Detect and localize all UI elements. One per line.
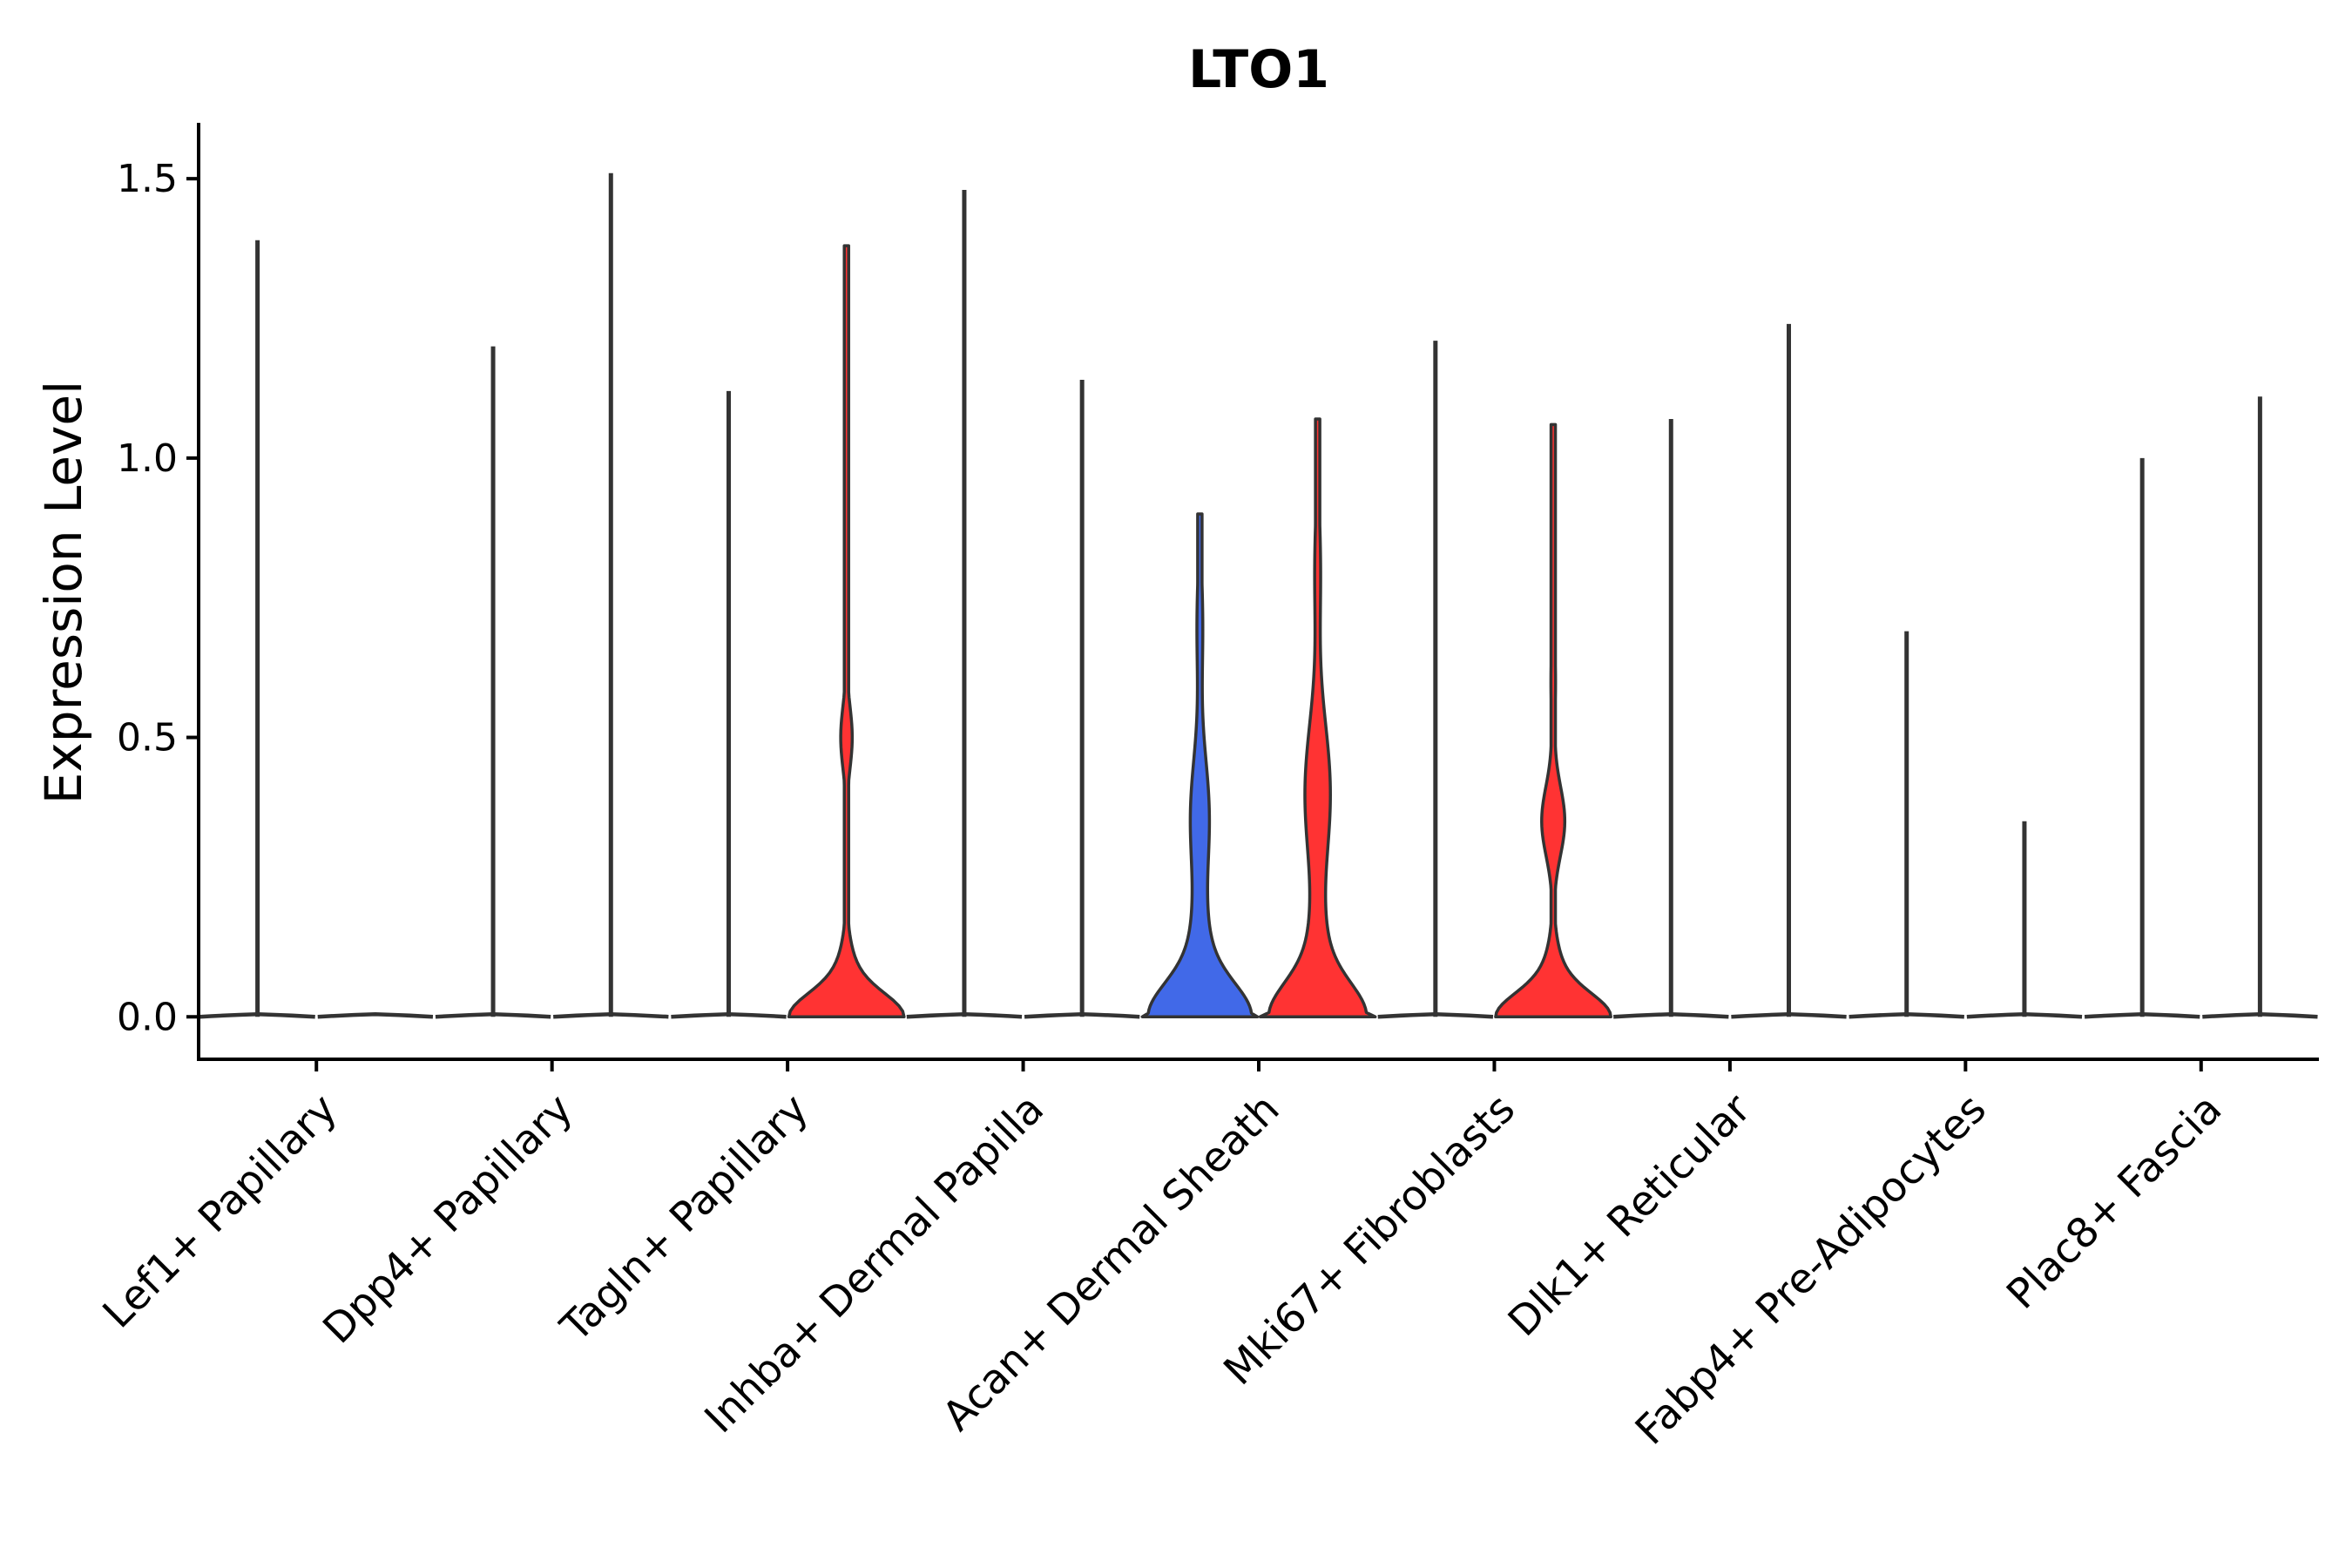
category-label: Lef1+ Papillary: [94, 1085, 347, 1338]
violin-flat: [1731, 1011, 1847, 1019]
y-tick-label: 1.5: [117, 157, 178, 201]
violin-flat: [317, 1011, 434, 1019]
category-label: Tagln+ Papillary: [551, 1085, 818, 1352]
violin-flat: [1377, 1011, 1494, 1019]
category-label: Dpp4+ Papillary: [314, 1085, 583, 1354]
violin-body: [1258, 417, 1377, 1018]
violin-body: [1494, 422, 1612, 1018]
violin-flat: [2084, 1011, 2200, 1019]
y-ticks: 0.0 0.5 1.0 1.5: [117, 157, 199, 1039]
violin-flat: [1024, 1011, 1140, 1019]
violin-flat: [906, 1011, 1023, 1019]
violin-flat: [1848, 1011, 1964, 1019]
violin-flat: [553, 1011, 669, 1019]
y-tick-label: 1.0: [117, 436, 178, 481]
category-label: Dlk1+ Reticular: [1499, 1085, 1761, 1346]
violin-flat: [1613, 1011, 1729, 1019]
violin-flat: [671, 1011, 787, 1019]
violin-flat: [199, 1011, 315, 1019]
y-axis-label: Expression Level: [34, 381, 93, 804]
violin-body: [1140, 512, 1260, 1018]
axis-lines: [197, 123, 2319, 1061]
violin-flat: [1966, 1011, 2083, 1019]
violin-flat: [435, 1011, 551, 1019]
y-tick-label: 0.0: [117, 995, 178, 1039]
violin-group: [199, 172, 2318, 1019]
y-tick-label: 0.5: [117, 716, 178, 760]
chart-title: LTO1: [1188, 39, 1329, 100]
violin-body: [787, 244, 906, 1018]
violin-flat: [2202, 1011, 2318, 1019]
category-label: Plac8+ Fascia: [1997, 1085, 2231, 1319]
